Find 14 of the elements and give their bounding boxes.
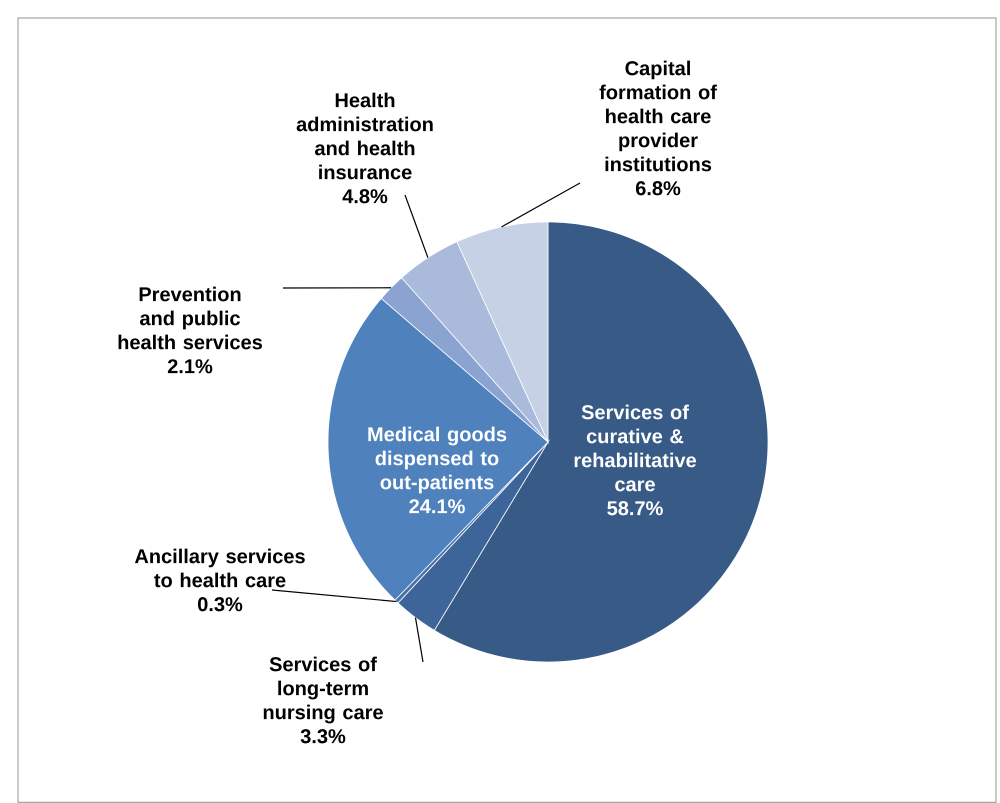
data-label: 6.8% [636,181,680,196]
data-label: 2.1% [168,359,212,374]
slice-label: Ancillary services to health care [134,548,305,588]
slice-label: Services of long-term nursing care [264,656,383,724]
data-label: 24.1% [409,499,465,514]
data-label: 58.7% [607,501,663,516]
slice-label: Capital formation of health care provider institutions [599,60,717,172]
slice-label: Medical goods dispensed to out-patients [368,426,506,494]
slice-label: Health administration and health insurance [296,92,433,180]
data-label: 3.3% [300,729,346,744]
data-label: 4.8% [342,189,388,204]
data-label: 0.3% [198,597,242,612]
slice-label: Services of curative & rehabilitative care [574,404,696,492]
slice-label: Prevention and public health services [118,286,262,350]
